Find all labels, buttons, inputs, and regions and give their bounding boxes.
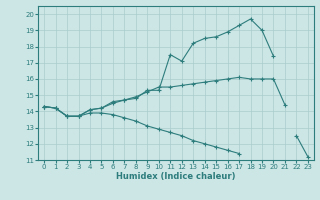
X-axis label: Humidex (Indice chaleur): Humidex (Indice chaleur): [116, 172, 236, 181]
